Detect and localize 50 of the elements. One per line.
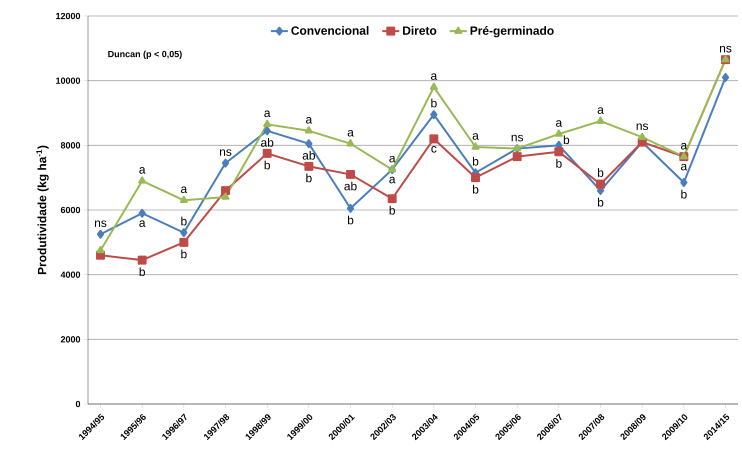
data-label: b [681,190,687,198]
data-label: b [598,198,604,207]
y-tick-label: 8000 [60,142,80,149]
y-tick-label: 6000 [60,206,80,214]
y-tick-label: 0 [76,400,80,408]
data-label: a [348,130,354,137]
data-label: a [389,156,396,162]
legend-label: Convencional [291,26,368,35]
data-label: a [598,107,604,114]
y-tick-label: 12000 [56,12,80,20]
data-label: ns [220,149,232,156]
data-label: ns [94,220,106,228]
data-label: b [556,159,562,168]
data-label: b [181,250,187,258]
data-label: a [139,220,146,227]
data-label: ns [512,134,524,142]
y-tick-label: 10000 [56,77,80,84]
y-tick-label: 4000 [60,271,80,278]
data-label: a [472,133,479,140]
data-label: ab [302,150,315,160]
data-label: b [181,216,187,226]
data-label: b [348,216,354,224]
data-label: a [681,142,688,150]
data-label: c [431,146,437,153]
y-axis-title: Produtividade (kg ha$^{-1}$) [36,146,49,274]
data-label: ab [261,138,274,147]
y-tick-label: 2000 [60,336,80,343]
data-label: b [390,206,395,215]
data-label: a [139,167,146,174]
data-label: ab [344,182,357,190]
data-label: ns [636,123,648,130]
data-label: b [140,267,145,276]
data-label: a [389,176,396,184]
data-label: a [681,164,688,170]
data-label: a [431,73,438,80]
data-label: b [472,184,478,194]
legend-label: Direto [403,26,436,35]
data-label: a [264,110,270,118]
data-label: a [306,117,312,124]
annotation: Duncan (p < 0,05) [108,50,182,59]
data-label: ns [720,46,732,52]
data-label: a [556,120,562,127]
data-label: a [181,186,188,194]
data-label: b [564,135,570,144]
data-label: b [472,156,478,166]
legend-label: Pré-germinado [470,26,554,38]
data-label: b [264,160,270,170]
data-label: b [306,174,312,182]
data-label: b [431,98,437,108]
data-label: b [598,168,604,177]
